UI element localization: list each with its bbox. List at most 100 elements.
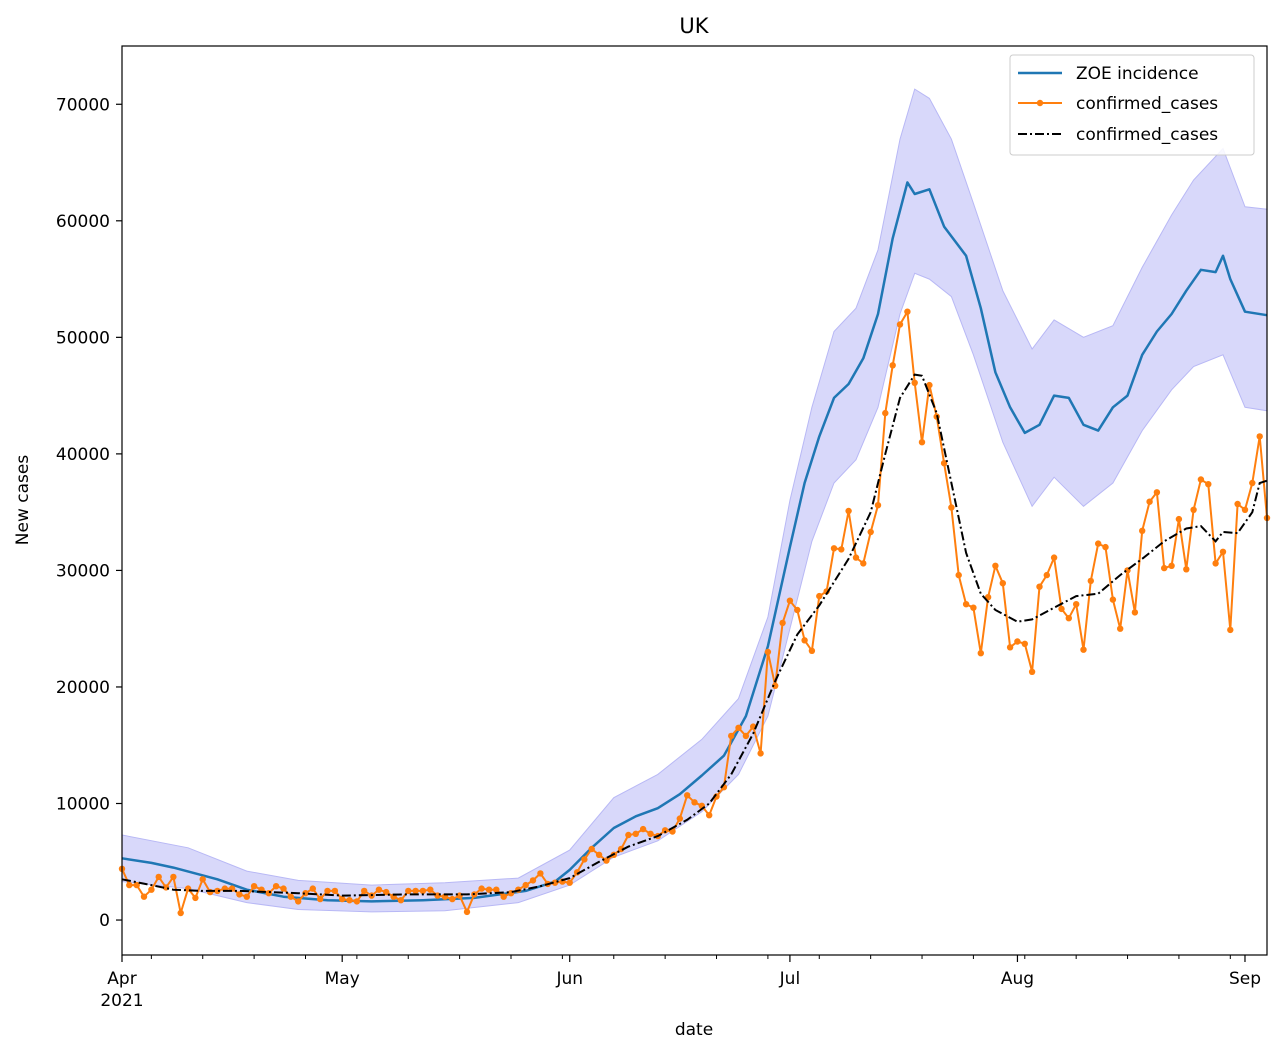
data-point-confirmed-cases	[595, 851, 603, 858]
data-point-confirmed-cases	[155, 873, 162, 881]
data-point-confirmed-cases	[456, 892, 463, 899]
data-point-confirmed-cases	[1065, 615, 1073, 622]
data-point-confirmed-cases	[992, 562, 999, 569]
data-point-confirmed-cases	[977, 650, 984, 657]
data-point-confirmed-cases	[478, 885, 485, 892]
data-point-confirmed-cases	[676, 815, 683, 822]
data-point-confirmed-cases	[126, 881, 133, 889]
data-point-confirmed-cases	[537, 870, 544, 877]
zoe-uncertainty-band	[121, 88, 1268, 913]
x-tick-label: May	[325, 969, 360, 989]
data-point-confirmed-cases	[1219, 548, 1227, 555]
y-tick-label: 10000	[56, 795, 110, 815]
data-point-confirmed-cases	[647, 830, 654, 837]
data-point-confirmed-cases	[140, 893, 148, 900]
legend-label-rolling: confirmed_cases	[1076, 125, 1218, 145]
data-point-confirmed-cases	[133, 881, 140, 889]
data-point-confirmed-cases	[852, 554, 860, 561]
data-point-confirmed-cases	[735, 724, 742, 731]
data-point-confirmed-cases	[948, 504, 955, 511]
y-tick-label: 50000	[56, 328, 110, 348]
data-point-confirmed-cases	[302, 890, 309, 897]
y-tick-label: 70000	[56, 95, 110, 115]
y-tick-label: 20000	[56, 678, 110, 698]
data-point-confirmed-cases	[566, 879, 573, 886]
legend: ZOE incidence confirmed_cases confirmed_…	[1009, 54, 1255, 156]
data-point-confirmed-cases	[1095, 540, 1102, 547]
data-point-confirmed-cases	[170, 873, 177, 881]
plot-frame	[121, 45, 1268, 956]
data-point-confirmed-cases	[353, 898, 361, 905]
data-point-confirmed-cases	[1131, 609, 1139, 616]
data-point-confirmed-cases	[632, 830, 639, 837]
data-point-confirmed-cases	[625, 831, 632, 839]
data-point-confirmed-cases	[970, 604, 977, 611]
data-point-confirmed-cases	[485, 886, 493, 893]
data-point-confirmed-cases	[397, 897, 405, 904]
data-point-confirmed-cases	[199, 876, 206, 883]
data-point-confirmed-cases	[500, 893, 507, 900]
legend-label-confirmed: confirmed_cases	[1076, 94, 1218, 114]
data-point-confirmed-cases	[639, 825, 647, 833]
x-tick-label: Apr	[107, 969, 136, 989]
y-axis-label: New cases	[13, 455, 33, 546]
x-tick-label: Sep	[1229, 969, 1261, 989]
data-point-confirmed-cases	[493, 886, 500, 893]
data-point-confirmed-cases	[603, 857, 610, 864]
data-point-confirmed-cases	[581, 856, 588, 863]
data-point-confirmed-cases	[265, 890, 272, 897]
data-point-confirmed-cases	[794, 606, 801, 614]
y-tick-label: 40000	[56, 445, 110, 465]
data-point-confirmed-cases	[280, 885, 287, 892]
data-point-confirmed-cases	[691, 799, 698, 806]
data-point-confirmed-cases	[1014, 638, 1021, 645]
data-point-confirmed-cases	[346, 897, 353, 904]
data-point-confirmed-cases	[926, 381, 933, 389]
legend-marker-confirmed	[1036, 99, 1044, 107]
legend-item-confirmed: confirmed_cases	[1018, 94, 1218, 114]
data-point-confirmed-cases	[1168, 562, 1175, 569]
data-point-confirmed-cases	[955, 571, 962, 579]
y-tick-label: 0	[99, 911, 110, 931]
data-point-confirmed-cases	[772, 682, 779, 689]
data-point-confirmed-cases	[317, 895, 324, 903]
data-point-confirmed-cases	[911, 379, 918, 386]
data-point-confirmed-cases	[1028, 668, 1036, 675]
legend-box	[1009, 54, 1255, 156]
data-point-confirmed-cases	[1036, 583, 1043, 590]
data-point-confirmed-cases	[896, 321, 904, 328]
data-point-confirmed-cases	[449, 895, 456, 903]
data-point-confirmed-cases	[214, 887, 221, 895]
data-point-confirmed-cases	[1080, 646, 1087, 653]
data-point-confirmed-cases	[1073, 601, 1080, 608]
data-point-confirmed-cases	[339, 895, 346, 903]
data-point-confirmed-cases	[1205, 481, 1212, 488]
data-point-confirmed-cases	[706, 812, 713, 819]
data-point-confirmed-cases	[206, 888, 214, 896]
x-tick-label: Aug	[1001, 969, 1034, 989]
data-point-confirmed-cases	[1249, 479, 1256, 487]
data-point-confirmed-cases	[177, 909, 184, 917]
chart-title: UK	[679, 14, 709, 38]
data-point-confirmed-cases	[661, 827, 669, 834]
data-point-confirmed-cases	[1139, 527, 1146, 534]
data-point-confirmed-cases	[845, 507, 852, 515]
data-point-confirmed-cases	[375, 886, 383, 893]
data-point-confirmed-cases	[1050, 554, 1058, 561]
x-axis-label: date	[675, 1020, 713, 1040]
data-point-confirmed-cases	[1087, 577, 1095, 585]
data-point-confirmed-cases	[1117, 625, 1124, 632]
data-point-confirmed-cases	[1183, 566, 1190, 573]
data-point-confirmed-cases	[757, 750, 764, 757]
data-point-confirmed-cases	[331, 887, 339, 895]
data-point-confirmed-cases	[588, 845, 595, 853]
data-point-confirmed-cases	[786, 597, 794, 604]
data-point-confirmed-cases	[243, 893, 250, 900]
data-point-confirmed-cases	[427, 886, 434, 893]
data-point-confirmed-cases	[272, 883, 280, 890]
data-point-confirmed-cases	[764, 648, 772, 656]
data-point-confirmed-cases	[412, 887, 419, 895]
data-point-confirmed-cases	[728, 732, 735, 740]
data-point-confirmed-cases	[1234, 500, 1241, 508]
